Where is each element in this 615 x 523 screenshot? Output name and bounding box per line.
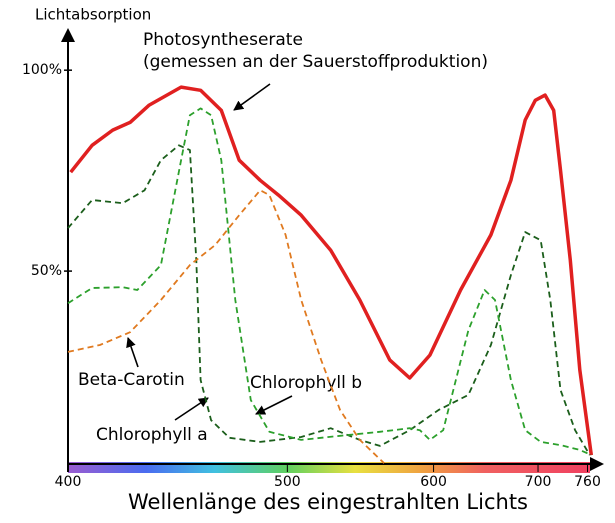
arrow — [255, 395, 293, 415]
annotation: (gemessen an der Sauerstoffproduktion) — [143, 52, 488, 72]
y-tick-label: 50% — [31, 263, 62, 279]
series-label: Beta-Carotin — [78, 370, 185, 390]
arrow — [174, 397, 209, 421]
x-tick-label: 400 — [55, 474, 82, 490]
series-label: Chlorophyll a — [96, 425, 208, 445]
x-axis-arrow — [590, 457, 604, 471]
x-tick-label: 700 — [525, 474, 552, 490]
series-label: Chlorophyll b — [250, 373, 362, 393]
series-line — [67, 144, 591, 456]
arrow — [126, 337, 139, 368]
arrow — [233, 83, 271, 111]
x-tick-label: 500 — [274, 474, 301, 490]
y-tick-label: 100% — [22, 62, 62, 78]
x-tick-label: 600 — [420, 474, 447, 490]
series-line — [67, 189, 385, 464]
x-axis-title: Wellenlänge des eingestrahlten Lichts — [128, 490, 528, 514]
series-line — [67, 107, 592, 456]
pointer-arrows — [126, 83, 293, 421]
x-tick-label: 760 — [574, 474, 601, 490]
series-label: Photosyntheserate — [143, 30, 303, 50]
spectrum-bar — [68, 462, 590, 473]
y-axis-title: Lichtabsorption — [35, 6, 151, 24]
y-axis-arrow — [61, 28, 75, 42]
series-line — [69, 85, 594, 456]
